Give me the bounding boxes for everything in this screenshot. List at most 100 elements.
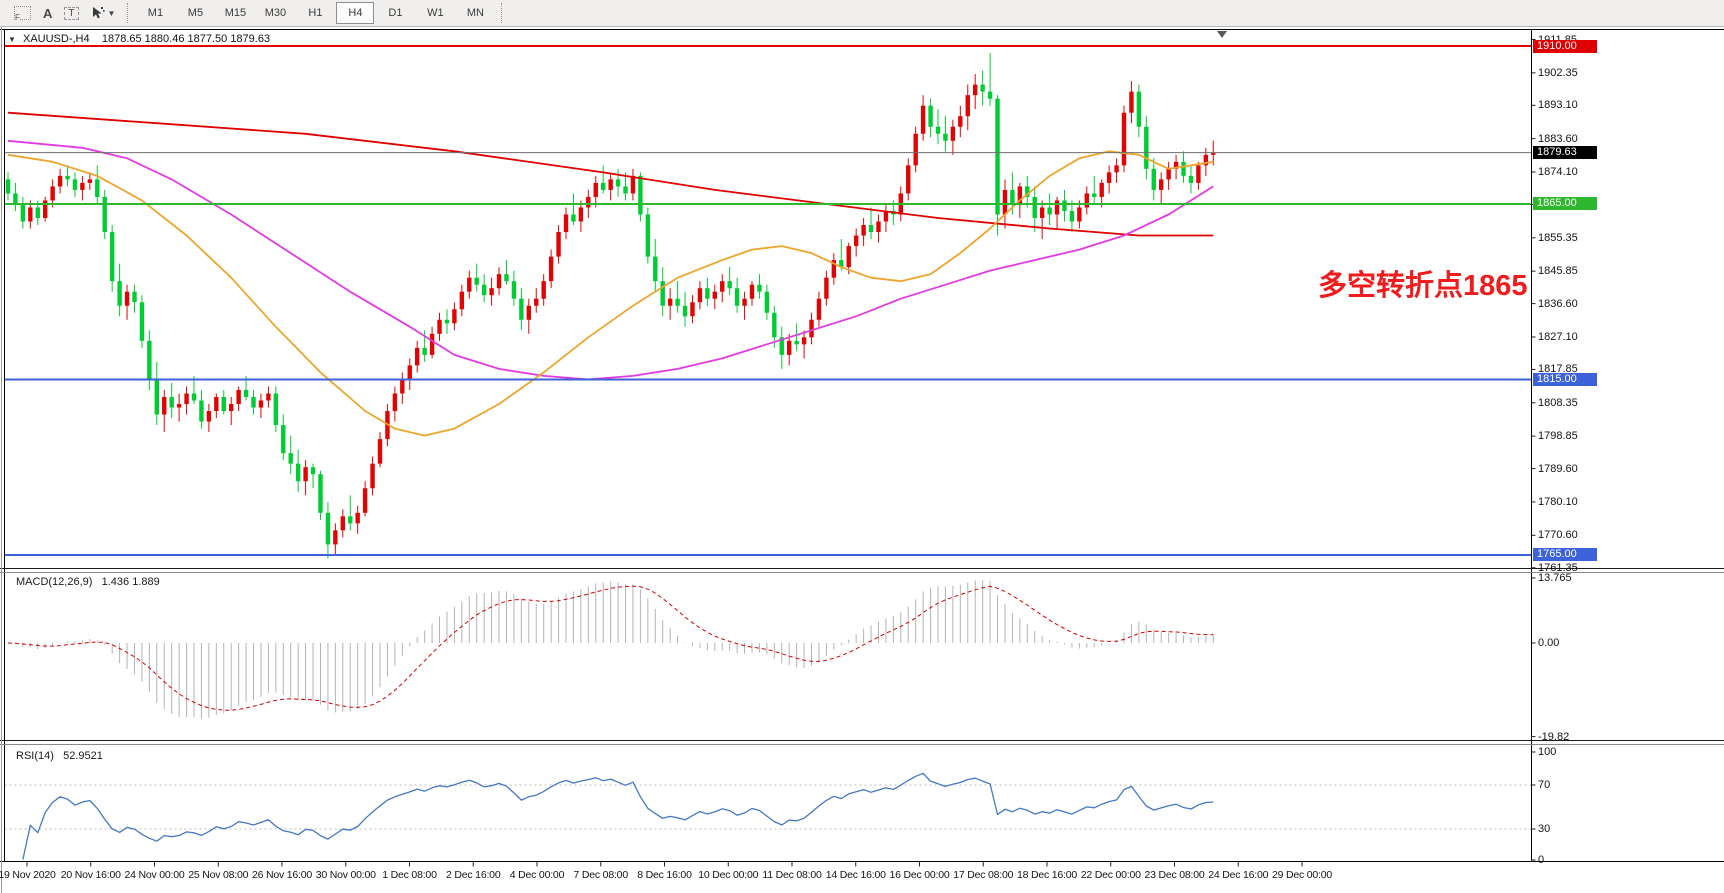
candlestick [28, 207, 33, 222]
candlestick [109, 232, 115, 282]
timeframe-button-W1[interactable]: W1 [427, 7, 444, 19]
candlestick [117, 281, 122, 306]
time-axis-label: 25 Nov 08:00 [188, 869, 249, 881]
timeframe-button-H4[interactable]: H4 [336, 2, 375, 24]
candlestick [72, 179, 78, 190]
candlestick [705, 288, 710, 299]
cursor-style-tool-button[interactable]: ▼ [85, 2, 122, 24]
candlestick [392, 393, 398, 412]
candlestick [1032, 196, 1037, 218]
candlestick [318, 474, 323, 513]
candlestick [816, 298, 822, 320]
time-axis-label: 7 Dec 08:00 [573, 869, 629, 881]
candlestick [243, 389, 249, 397]
text-box-tool-button[interactable]: T [58, 2, 84, 24]
freehand-grid-tool-button[interactable]: F [8, 2, 37, 24]
macd-axis-label: 13.765 [1538, 572, 1572, 584]
price-axis-label: 1845.85 [1538, 265, 1578, 278]
time-axis-label: 30 Nov 00:00 [315, 869, 376, 881]
rsi-axis-label: 100 [1538, 746, 1557, 758]
candlestick [147, 340, 152, 380]
candlestick [779, 337, 784, 355]
candlestick [176, 404, 182, 408]
price-axis-label: 1817.85 [1538, 363, 1578, 376]
candlestick [1099, 182, 1104, 197]
chart-shift-marker-icon[interactable] [1217, 31, 1227, 38]
candlestick [303, 467, 308, 482]
candlestick [1077, 207, 1082, 222]
candlestick [675, 298, 680, 306]
timeframe-button-M1[interactable]: M1 [147, 7, 164, 19]
candlestick [534, 298, 539, 306]
price-axis-label: 1836.60 [1538, 297, 1578, 310]
collapse-triangle-icon[interactable]: ▼ [8, 35, 16, 44]
rsi-axis-label: 70 [1538, 779, 1551, 791]
candlestick [221, 396, 226, 412]
timeframe-button-M5[interactable]: M5 [187, 7, 204, 19]
candlestick [1211, 152, 1216, 155]
candlestick [169, 396, 174, 408]
rsi-axis-label: 0 [1538, 854, 1545, 866]
candlestick [757, 284, 762, 292]
chart-annotation[interactable]: 多空转折点1865 [1318, 270, 1528, 302]
macd-signal-value: 1.889 [132, 576, 160, 588]
candlestick [459, 291, 465, 310]
time-axis-label: 18 Dec 16:00 [1016, 869, 1078, 881]
candlestick [1002, 189, 1008, 215]
time-axis-label: 22 Dec 00:00 [1080, 869, 1141, 881]
candlestick [831, 260, 837, 278]
time-axis-label: 2 Dec 16:00 [446, 869, 501, 881]
candlestick [266, 393, 271, 401]
time-axis-label: 14 Dec 16:00 [825, 869, 886, 881]
candlestick [504, 274, 509, 282]
price-badge-1815.00: 1815.00 [1533, 372, 1597, 386]
candlestick [1166, 168, 1171, 180]
time-axis-label: 4 Dec 00:00 [509, 869, 565, 881]
candlestick [57, 175, 63, 187]
macd-main-value: 1.436 [101, 576, 130, 588]
candlestick [281, 425, 286, 454]
timeframe-button-D1[interactable]: D1 [388, 7, 403, 19]
candlestick [965, 95, 970, 117]
candlestick [667, 298, 673, 306]
candlestick [132, 291, 137, 303]
candlestick [801, 337, 807, 345]
candlestick [1173, 161, 1179, 169]
candlestick [1121, 112, 1127, 166]
text-label-tool-button[interactable]: A [37, 2, 58, 24]
price-axis-label: 1883.60 [1538, 132, 1578, 145]
candlestick [772, 312, 777, 338]
time-axis-label: 19 Nov 2020 [0, 869, 56, 881]
candlestick [340, 516, 345, 531]
candlestick [1144, 126, 1149, 169]
chart-ohlc-values: 1878.65 1880.46 1877.50 1879.63 [101, 33, 271, 45]
candlestick [883, 210, 889, 222]
candlestick [638, 175, 643, 215]
candlestick [184, 393, 189, 405]
candlestick [1069, 210, 1075, 222]
candlestick [65, 175, 70, 180]
candlestick [1114, 165, 1119, 173]
candlestick [273, 393, 279, 426]
candlestick [839, 260, 844, 268]
timeframe-button-M30[interactable]: M30 [264, 7, 287, 19]
candlestick [481, 284, 487, 296]
price-axis-label: 1761.35 [1538, 561, 1578, 574]
candlestick [1203, 154, 1209, 166]
time-axis-label: 24 Nov 00:00 [124, 869, 185, 881]
candlestick [1151, 168, 1156, 190]
timeframe-button-MN[interactable]: MN [466, 7, 484, 19]
time-axis-label: 23 Dec 08:00 [1144, 869, 1205, 881]
candlestick [1062, 200, 1067, 211]
timeframe-button-H1[interactable]: H1 [308, 7, 323, 19]
timeframe-button-M15[interactable]: M15 [224, 7, 247, 19]
candlestick [400, 379, 405, 394]
candlestick [20, 203, 26, 222]
candlestick [1136, 91, 1142, 127]
current-price-badge: 1879.63 [1533, 146, 1597, 160]
candlestick [787, 340, 792, 355]
candlestick [764, 291, 770, 313]
rsi-label: RSI(14) 52.9521 [16, 750, 103, 762]
candlestick [712, 291, 717, 299]
